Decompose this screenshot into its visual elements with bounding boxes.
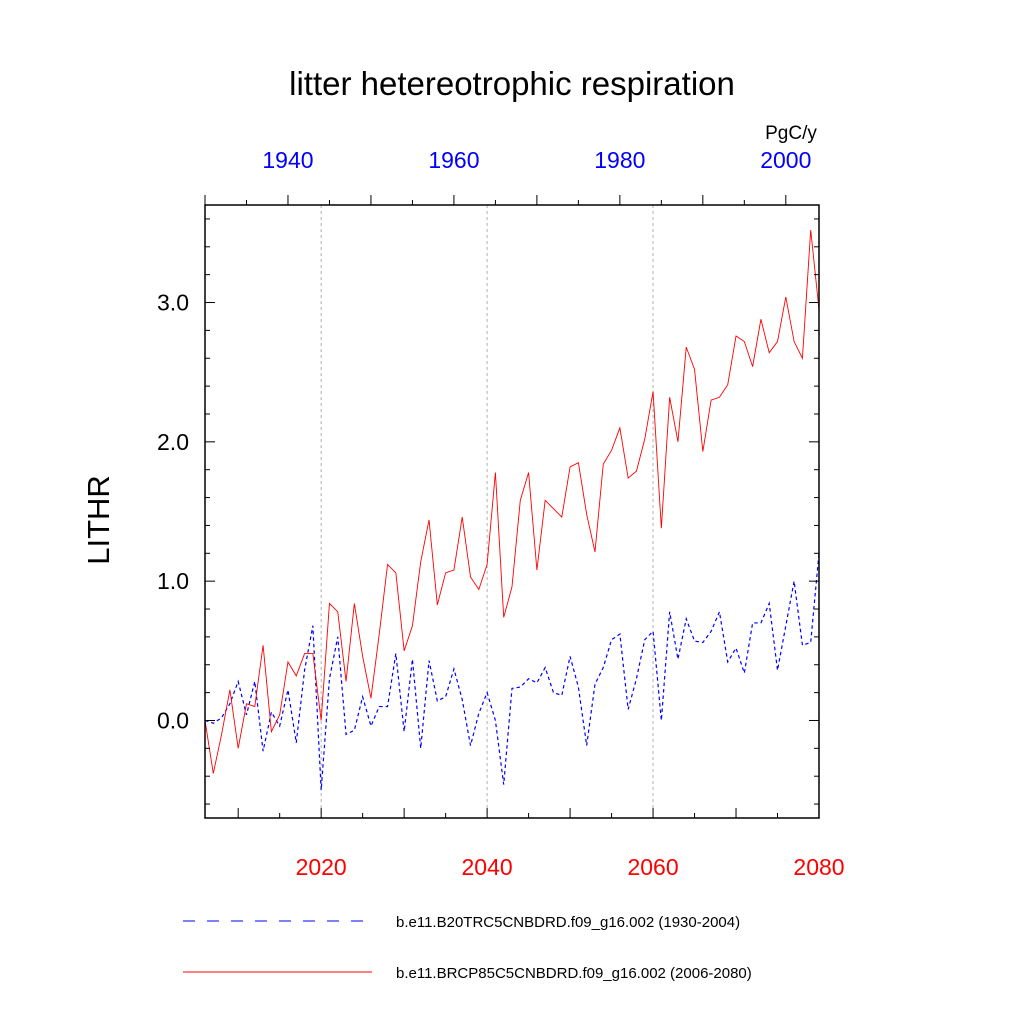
chart-title: litter hetereotrophic respiration [289,65,735,102]
y-tick-label: 0.0 [157,707,189,733]
bottom-tick-label: 2080 [793,854,844,880]
plot-frame [204,204,820,819]
series-layer [204,230,820,791]
legend-label-2: b.e11.BRCP85C5CNBDRD.f09_g16.002 (2006-2… [396,965,752,982]
top-tick-label: 1940 [262,147,313,173]
top-tick-label: 2000 [760,147,811,173]
bottom-tick-label: 2040 [462,854,513,880]
y-tick-label: 3.0 [157,290,189,316]
legend: b.e11.B20TRC5CNBDRD.f09_g16.002 (1930-20… [183,914,752,982]
tick-labels: 0.0 1.0 2.0 3.0 2020 2040 2060 2080 1940 1960 1980… [157,147,845,880]
grid-lines [320,205,654,818]
bottom-tick-label: 2020 [296,854,347,880]
y-tick-label: 1.0 [157,568,189,594]
axis-ticks [204,195,820,818]
bottom-tick-label: 2060 [627,854,678,880]
series-line-1 [204,553,820,791]
top-tick-label: 1980 [594,147,645,173]
series-line-2 [204,230,820,774]
y-tick-label: 2.0 [157,429,189,455]
top-tick-label: 1960 [428,147,479,173]
units-label: PgC/y [765,123,817,144]
y-axis-label: LITHR [81,475,116,565]
legend-label-1: b.e11.B20TRC5CNBDRD.f09_g16.002 (1930-20… [396,914,740,931]
